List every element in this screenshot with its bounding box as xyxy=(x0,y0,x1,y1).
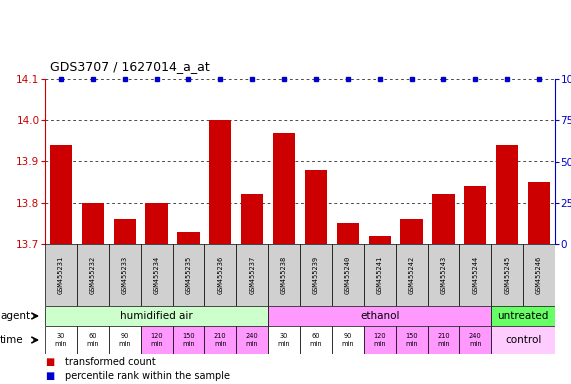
Bar xyxy=(114,219,136,244)
Bar xyxy=(236,326,268,354)
Text: time: time xyxy=(0,335,23,345)
Text: GSM455235: GSM455235 xyxy=(186,256,191,294)
Text: GSM455244: GSM455244 xyxy=(472,256,478,294)
Bar xyxy=(172,326,204,354)
Text: control: control xyxy=(505,335,541,345)
Bar xyxy=(332,326,364,354)
Bar xyxy=(236,244,268,306)
Text: GSM455246: GSM455246 xyxy=(536,256,542,294)
Bar xyxy=(464,186,486,244)
Bar xyxy=(268,244,300,306)
Bar xyxy=(45,326,77,354)
Bar xyxy=(241,195,263,244)
Text: GSM455234: GSM455234 xyxy=(154,256,159,294)
Bar xyxy=(45,244,77,306)
Text: GSM455238: GSM455238 xyxy=(281,256,287,294)
Bar xyxy=(491,326,555,354)
Bar xyxy=(528,182,550,244)
Bar xyxy=(108,326,140,354)
Bar xyxy=(268,306,491,326)
Text: 150
min: 150 min xyxy=(182,333,195,346)
Text: untreated: untreated xyxy=(497,311,549,321)
Bar xyxy=(204,326,236,354)
Text: 150
min: 150 min xyxy=(405,333,418,346)
Text: 210
min: 210 min xyxy=(437,333,450,346)
Bar xyxy=(432,195,455,244)
Bar xyxy=(491,306,555,326)
Text: GSM455233: GSM455233 xyxy=(122,256,128,294)
Bar xyxy=(140,244,172,306)
Text: GSM455243: GSM455243 xyxy=(440,256,447,294)
Text: GSM455245: GSM455245 xyxy=(504,256,510,294)
Bar xyxy=(428,244,460,306)
Text: percentile rank within the sample: percentile rank within the sample xyxy=(65,371,230,381)
Bar xyxy=(50,145,72,244)
Text: transformed count: transformed count xyxy=(65,358,156,367)
Text: ■: ■ xyxy=(45,358,54,367)
Bar xyxy=(460,244,491,306)
Text: 210
min: 210 min xyxy=(214,333,227,346)
Bar xyxy=(177,232,200,244)
Bar xyxy=(204,244,236,306)
Bar xyxy=(108,244,140,306)
Text: GSM455232: GSM455232 xyxy=(90,256,96,294)
Bar xyxy=(337,223,359,244)
Text: GDS3707 / 1627014_a_at: GDS3707 / 1627014_a_at xyxy=(50,60,210,73)
Text: 240
min: 240 min xyxy=(469,333,482,346)
Text: 30
min: 30 min xyxy=(278,333,291,346)
Text: GSM455231: GSM455231 xyxy=(58,256,64,294)
Bar xyxy=(332,244,364,306)
Text: GSM455237: GSM455237 xyxy=(249,256,255,294)
Bar xyxy=(460,326,491,354)
Bar xyxy=(300,326,332,354)
Bar xyxy=(368,236,391,244)
Bar xyxy=(146,203,168,244)
Bar xyxy=(364,244,396,306)
Text: 60
min: 60 min xyxy=(86,333,99,346)
Text: GSM455242: GSM455242 xyxy=(409,256,415,294)
Bar xyxy=(400,219,423,244)
Bar xyxy=(364,326,396,354)
Text: GSM455236: GSM455236 xyxy=(218,256,223,294)
Bar xyxy=(77,244,108,306)
Text: ■: ■ xyxy=(45,371,54,381)
Text: agent: agent xyxy=(0,311,30,321)
Text: ethanol: ethanol xyxy=(360,311,400,321)
Text: 90
min: 90 min xyxy=(341,333,354,346)
Bar xyxy=(305,170,327,244)
Bar xyxy=(45,306,268,326)
Text: 60
min: 60 min xyxy=(309,333,322,346)
Bar xyxy=(273,132,295,244)
Text: GSM455240: GSM455240 xyxy=(345,256,351,294)
Text: 240
min: 240 min xyxy=(246,333,259,346)
Text: 90
min: 90 min xyxy=(118,333,131,346)
Bar xyxy=(209,120,231,244)
Bar xyxy=(428,326,460,354)
Bar xyxy=(77,326,108,354)
Bar xyxy=(82,203,104,244)
Bar xyxy=(172,244,204,306)
Text: 30
min: 30 min xyxy=(55,333,67,346)
Text: 120
min: 120 min xyxy=(150,333,163,346)
Text: GSM455239: GSM455239 xyxy=(313,256,319,294)
Bar xyxy=(523,244,555,306)
Bar xyxy=(491,244,523,306)
Bar xyxy=(496,145,518,244)
Bar xyxy=(268,326,300,354)
Bar xyxy=(396,326,428,354)
Text: humidified air: humidified air xyxy=(120,311,193,321)
Bar xyxy=(140,326,172,354)
Bar xyxy=(396,244,428,306)
Text: GSM455241: GSM455241 xyxy=(377,256,383,294)
Bar xyxy=(300,244,332,306)
Text: 120
min: 120 min xyxy=(373,333,386,346)
